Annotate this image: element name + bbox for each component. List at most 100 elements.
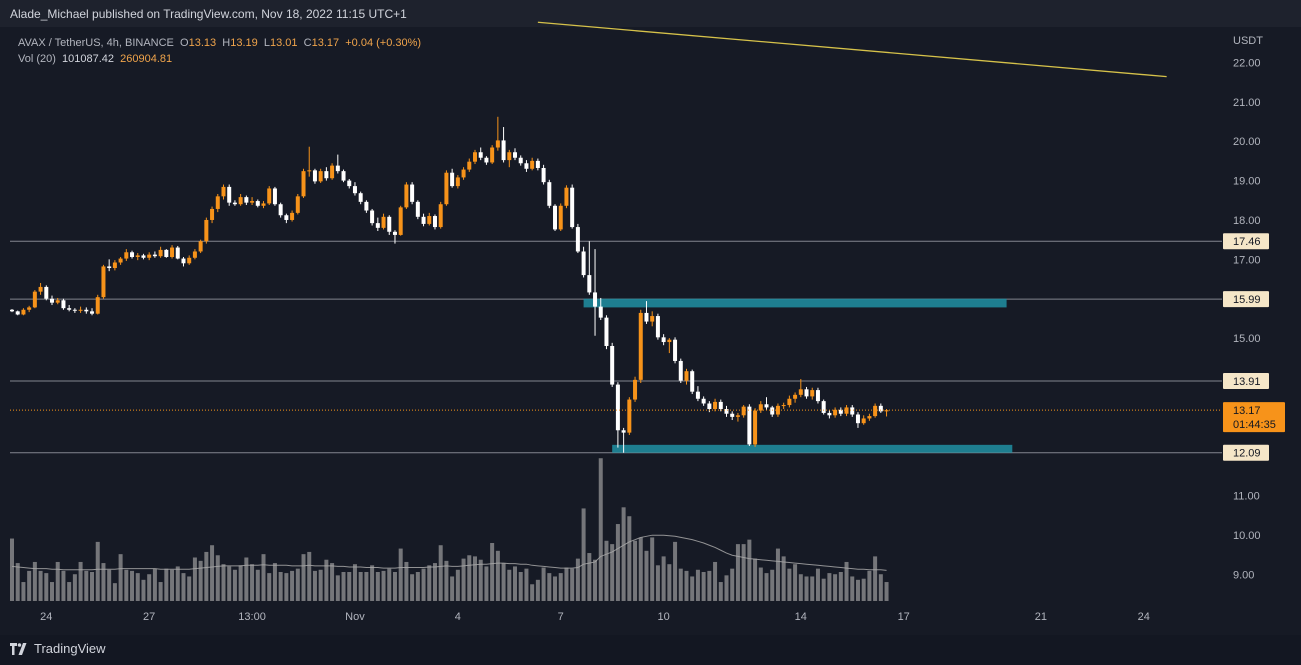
candle-body: [432, 216, 437, 228]
currency-label: USDT: [1233, 35, 1263, 47]
volume-bar: [335, 575, 340, 601]
level-label: 13.91: [1233, 376, 1261, 388]
volume-bar: [724, 575, 729, 601]
candle-body: [524, 163, 529, 169]
volume-bar: [381, 570, 386, 601]
x-tick-label: 4: [455, 611, 461, 623]
volume-bar: [124, 569, 129, 601]
volume-bar: [232, 569, 237, 601]
tradingview-brand[interactable]: TradingView: [10, 641, 106, 656]
volume-bar: [787, 568, 792, 601]
volume-bar: [581, 508, 586, 601]
volume-bar: [753, 558, 758, 601]
chart-area[interactable]: [0, 27, 1301, 635]
volume-bar: [301, 554, 306, 601]
candle-body: [352, 186, 357, 194]
candle-body: [633, 379, 638, 400]
candle-body: [604, 317, 609, 346]
candle-body: [370, 210, 375, 224]
volume-bar: [278, 572, 283, 601]
candle-body: [295, 196, 300, 213]
candle-body: [844, 407, 849, 414]
candle-body: [124, 252, 129, 259]
candle-body: [650, 316, 655, 322]
candle-body: [427, 216, 432, 224]
volume-bar: [141, 579, 146, 601]
x-tick-label: 14: [795, 611, 807, 623]
candle-body: [398, 207, 403, 235]
candle-body: [478, 152, 483, 158]
volume-bar: [272, 563, 277, 601]
candle-body: [467, 161, 472, 170]
candle-body: [250, 201, 255, 203]
volume-bar: [741, 544, 746, 601]
candle-body: [747, 406, 752, 445]
candle-body: [713, 401, 718, 409]
candle-body: [72, 309, 77, 311]
candle-body: [570, 187, 575, 228]
volume-bar: [238, 565, 243, 601]
tradingview-logo-icon: [10, 642, 27, 655]
candle-body: [267, 188, 272, 204]
candle-body: [472, 152, 477, 162]
open-label: O: [180, 37, 189, 49]
candle-body: [753, 410, 758, 445]
volume-bar: [152, 568, 157, 601]
price-axis: USDT 22.00 21.00 20.00 19.00 18.00 17.00 15.00 1…: [1223, 35, 1285, 581]
volume-bar: [604, 540, 609, 601]
candle-body: [450, 172, 455, 187]
volume-bar: [501, 563, 506, 601]
volume-bar: [827, 573, 832, 601]
volume-bar: [758, 567, 763, 601]
level-label: 12.09: [1233, 448, 1261, 460]
volume-bar: [735, 544, 740, 601]
candle-body: [78, 309, 83, 311]
volume-bar: [730, 568, 735, 601]
candle-body: [593, 292, 598, 307]
candle-body: [610, 345, 615, 385]
x-tick-label: 24: [1138, 611, 1150, 623]
volume-bar: [192, 557, 197, 601]
volume-bar: [775, 548, 780, 601]
volume-bar: [290, 570, 295, 601]
candle-body: [335, 165, 340, 172]
volume-bar: [130, 570, 135, 601]
time-axis: 24 27 13:00 Nov 4 7 10 14 17 21 24: [40, 611, 1150, 623]
volume-bar: [358, 572, 363, 601]
volume-bar: [455, 569, 460, 601]
volume-bar: [38, 570, 43, 601]
candle-body: [164, 249, 169, 257]
volume-bar: [678, 568, 683, 601]
volume-bar: [541, 567, 546, 601]
volume-row: Vol (20) 101087.42 260904.81: [18, 51, 421, 67]
volume-bar: [210, 545, 215, 601]
y-tick-label: 15.00: [1233, 333, 1261, 345]
countdown-label: 01:44:35: [1233, 419, 1276, 431]
candle-body: [484, 157, 489, 163]
candle-body: [764, 404, 769, 408]
candle-body: [307, 170, 312, 172]
volume-bar: [627, 516, 632, 601]
y-tick-label: 21.00: [1233, 97, 1261, 109]
volume-bar: [432, 563, 437, 601]
x-tick-label: 21: [1035, 611, 1047, 623]
candle-body: [324, 171, 329, 179]
volume-bar: [884, 582, 889, 601]
candle-body: [798, 389, 803, 395]
volume-bar: [347, 572, 352, 601]
volume-bar: [21, 582, 26, 601]
volume-bar: [810, 576, 815, 601]
volume-bar: [261, 554, 266, 601]
volume-bar: [27, 570, 32, 601]
candle-body: [661, 337, 666, 343]
volume-bar: [621, 507, 626, 601]
volume-bar: [95, 541, 100, 601]
volume-bar: [118, 554, 123, 601]
candle-body: [615, 384, 620, 431]
volume-bar: [404, 561, 409, 601]
volume-bar: [764, 573, 769, 601]
candle-body: [558, 205, 563, 230]
volume-bar: [615, 524, 620, 601]
candle-body: [541, 167, 546, 183]
